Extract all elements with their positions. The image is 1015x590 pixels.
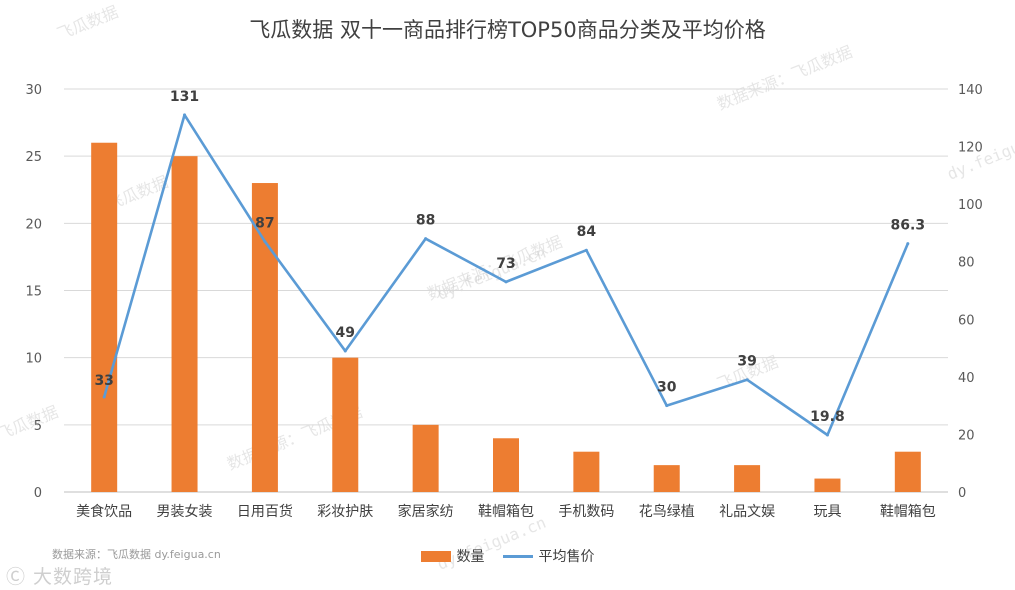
legend-item-line: 平均售价 — [502, 546, 595, 566]
right-axis: 0 20 40 60 80 100 120 140 — [958, 83, 983, 501]
legend-item-bar: 数量 — [420, 546, 485, 566]
line-point — [745, 378, 749, 382]
line-point — [584, 248, 588, 252]
category-label: 鞋帽箱包 — [478, 504, 534, 520]
category-label: 玩具 — [813, 504, 841, 520]
category-label: 家居家纺 — [398, 503, 454, 520]
line-point — [504, 280, 508, 284]
line-point — [906, 242, 910, 246]
line-point — [183, 113, 187, 117]
line-data-label: 86.3 — [891, 218, 926, 234]
bar — [734, 465, 761, 492]
watermark-text: 飞瓜数据 — [54, 2, 120, 44]
category-axis: 美食饮品 男装女装 日用百货 彩妆护肤 家居家纺 鞋帽箱包 手机数码 花鸟绿植 礼品文娱 玩具 鞋帽… — [76, 503, 936, 520]
right-tick-label: 20 — [958, 428, 975, 443]
category-label: 美食饮品 — [76, 503, 132, 520]
right-tick-label: 40 — [958, 371, 975, 386]
line-data-label: 33 — [94, 373, 113, 389]
line-point — [343, 349, 347, 353]
legend-line-swatch — [502, 554, 533, 558]
right-tick-label: 140 — [958, 83, 983, 98]
bar — [412, 424, 439, 492]
bar-series — [91, 142, 921, 493]
bar — [171, 156, 198, 492]
line-data-label: 73 — [496, 256, 515, 272]
left-tick-label: 30 — [25, 83, 42, 98]
legend-bar-swatch — [420, 550, 451, 562]
right-tick-label: 100 — [958, 198, 983, 213]
line-data-label: 30 — [657, 380, 677, 396]
category-label: 男装女装 — [157, 503, 213, 520]
right-tick-label: 0 — [958, 486, 966, 501]
line-point — [263, 240, 267, 244]
line-point — [424, 237, 428, 241]
legend: 数量 平均售价 — [0, 546, 1015, 566]
left-tick-label: 20 — [25, 217, 42, 232]
line-data-label: 49 — [336, 325, 355, 341]
line-series — [102, 113, 910, 437]
left-tick-label: 15 — [25, 285, 42, 300]
left-tick-label: 10 — [25, 352, 42, 367]
left-tick-label: 25 — [25, 150, 42, 165]
category-label: 彩妆护肤 — [317, 504, 373, 520]
source-note: 数据来源：飞瓜数据 dy.feigua.cn — [52, 548, 221, 561]
right-tick-label: 80 — [958, 256, 975, 271]
bar — [653, 465, 680, 492]
legend-label-line: 平均售价 — [538, 549, 595, 565]
category-label: 日用百货 — [237, 503, 293, 520]
brand-logo: Ⓒ 大数跨境 — [6, 566, 114, 588]
left-tick-label: 5 — [34, 419, 42, 434]
category-label: 鞋帽箱包 — [880, 504, 936, 520]
line-data-label: 87 — [255, 216, 274, 232]
line-data-label: 131 — [170, 89, 199, 105]
bar — [91, 142, 118, 492]
right-tick-label: 60 — [958, 313, 975, 328]
chart-title: 飞瓜数据 双十一商品排行榜TOP50商品分类及平均价格 — [249, 18, 766, 42]
left-tick-label: 0 — [34, 486, 42, 501]
brand-text: 大数跨境 — [33, 566, 114, 588]
bar — [493, 438, 519, 492]
bar — [814, 478, 841, 492]
watermark-text: 数据来源：飞瓜数据 — [714, 42, 855, 114]
line-data-label: 84 — [577, 224, 597, 240]
watermark-text: 飞瓜数据 — [0, 402, 61, 444]
category-label: 花鸟绿植 — [639, 504, 695, 520]
line-data-label: 19.8 — [810, 409, 845, 425]
line-data-label: 39 — [737, 354, 756, 370]
bar — [251, 183, 278, 493]
line-point — [102, 395, 106, 399]
line-point — [665, 404, 669, 408]
line-point — [825, 433, 829, 437]
category-label: 手机数码 — [558, 504, 614, 520]
bar — [894, 451, 921, 492]
data-labels: 33 131 87 49 88 73 84 30 39 19.8 86.3 — [94, 89, 925, 425]
bar — [573, 451, 600, 492]
category-label: 礼品文娱 — [719, 504, 775, 520]
right-tick-label: 120 — [958, 141, 983, 156]
left-axis: 0 5 10 15 20 25 30 — [25, 83, 42, 501]
legend-label-bar: 数量 — [456, 549, 485, 565]
line-data-label: 88 — [416, 213, 435, 229]
bar — [332, 357, 359, 492]
